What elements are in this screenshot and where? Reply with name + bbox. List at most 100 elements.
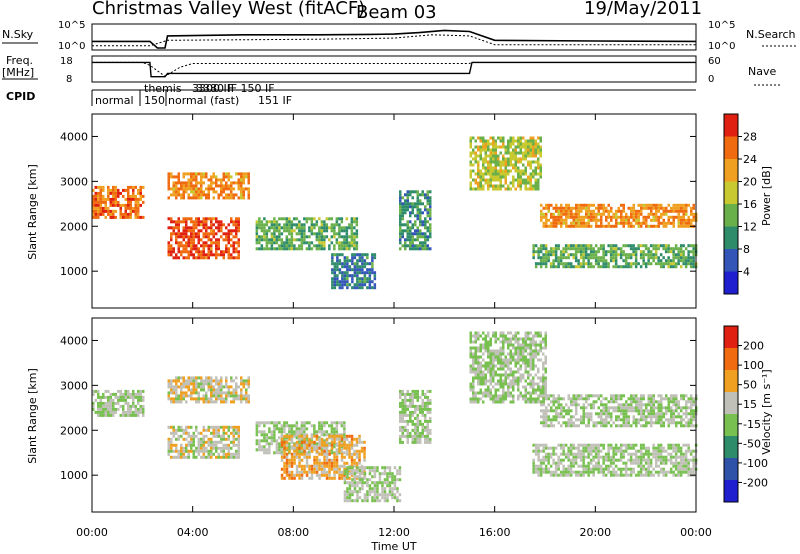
heat-cell xyxy=(414,238,417,242)
heat-cell xyxy=(479,367,482,371)
series-line-nave xyxy=(92,61,696,77)
heat-cell xyxy=(602,247,605,251)
heat-cell xyxy=(659,253,663,257)
heat-cell xyxy=(489,181,492,185)
heat-cell xyxy=(692,265,695,269)
heat-cell xyxy=(308,443,311,447)
heat-cell xyxy=(275,235,279,239)
heat-cell xyxy=(572,212,575,216)
y-tick-label: 4000 xyxy=(60,130,88,143)
heat-cell xyxy=(504,148,507,152)
heat-cell xyxy=(331,277,334,281)
heat-cell xyxy=(502,142,505,146)
heat-cell xyxy=(507,373,510,377)
heat-cell xyxy=(99,191,102,195)
heat-cell xyxy=(320,452,324,456)
heat-cell xyxy=(94,389,97,393)
heat-cell xyxy=(132,395,135,399)
heat-cell xyxy=(411,422,414,426)
heat-cell xyxy=(504,145,507,149)
heat-cell xyxy=(255,421,259,425)
heat-cell xyxy=(237,425,240,429)
heat-cell xyxy=(672,209,675,213)
heat-cell xyxy=(524,385,527,389)
heat-cell xyxy=(504,361,507,365)
heat-cell xyxy=(602,406,605,410)
heat-cell xyxy=(346,475,349,479)
heat-cell xyxy=(482,376,485,380)
heat-cell xyxy=(129,194,132,198)
heat-cell xyxy=(263,439,266,443)
heat-cell xyxy=(614,250,618,254)
heat-cell xyxy=(310,449,314,453)
heat-cell xyxy=(285,434,289,438)
heat-cell xyxy=(537,136,540,140)
heat-cell xyxy=(542,376,545,380)
heat-cell xyxy=(582,415,585,419)
heat-cell xyxy=(217,196,220,200)
heat-cell xyxy=(305,443,309,447)
heat-cell xyxy=(247,172,250,176)
heat-cell xyxy=(482,160,485,164)
heat-cell xyxy=(205,196,208,200)
heat-cell xyxy=(409,395,412,399)
heat-cell xyxy=(328,467,331,471)
heat-cell xyxy=(104,404,107,408)
heat-cell xyxy=(230,385,233,389)
heat-cell xyxy=(345,443,349,447)
heat-cell xyxy=(569,253,573,257)
heat-cell xyxy=(662,262,665,266)
heat-cell xyxy=(665,209,668,213)
heat-cell xyxy=(502,334,505,338)
heat-cell xyxy=(401,202,404,206)
heat-cell xyxy=(237,241,240,245)
heat-cell xyxy=(363,466,367,470)
heat-cell xyxy=(615,394,618,398)
heat-cell xyxy=(409,431,412,435)
heat-cell xyxy=(524,184,527,188)
heat-cell xyxy=(477,154,480,158)
heat-cell xyxy=(537,370,540,374)
heat-cell xyxy=(371,475,374,479)
heat-cell xyxy=(534,169,537,173)
heat-cell xyxy=(132,404,135,408)
heat-cell xyxy=(487,346,490,350)
heat-cell xyxy=(195,178,198,182)
heat-cell xyxy=(348,449,351,453)
heat-cell xyxy=(192,196,195,200)
heat-cell xyxy=(411,395,414,399)
heat-cell xyxy=(684,256,688,260)
heat-cell xyxy=(424,235,427,239)
heat-cell xyxy=(200,437,203,441)
heat-cell xyxy=(399,199,402,203)
heat-cell xyxy=(247,394,250,398)
heat-cell xyxy=(348,472,352,476)
heat-cell xyxy=(117,401,120,405)
heat-cell xyxy=(280,247,284,251)
heat-cell xyxy=(509,391,512,395)
heat-cell xyxy=(426,398,429,402)
heat-cell xyxy=(242,175,245,179)
heat-cell xyxy=(401,431,404,435)
heat-cell xyxy=(320,473,324,477)
heat-cell xyxy=(484,391,487,395)
heat-cell xyxy=(195,256,198,260)
heat-cell xyxy=(610,215,613,219)
heat-cell xyxy=(522,349,525,353)
heat-cell xyxy=(567,256,570,260)
heat-cell xyxy=(609,250,613,254)
heat-cell xyxy=(532,379,535,383)
heat-cell xyxy=(217,253,220,257)
heat-cell xyxy=(657,262,660,266)
heat-cell xyxy=(343,238,346,242)
heat-cell xyxy=(469,172,472,176)
heat-cell xyxy=(122,188,125,192)
heat-cell xyxy=(401,401,404,405)
heat-cell xyxy=(509,352,512,356)
heat-cell xyxy=(265,247,269,251)
heat-cell xyxy=(114,200,117,204)
heat-cell xyxy=(572,424,575,428)
heat-cell xyxy=(356,499,359,503)
heat-cell xyxy=(197,232,200,236)
heat-cell xyxy=(494,184,497,188)
